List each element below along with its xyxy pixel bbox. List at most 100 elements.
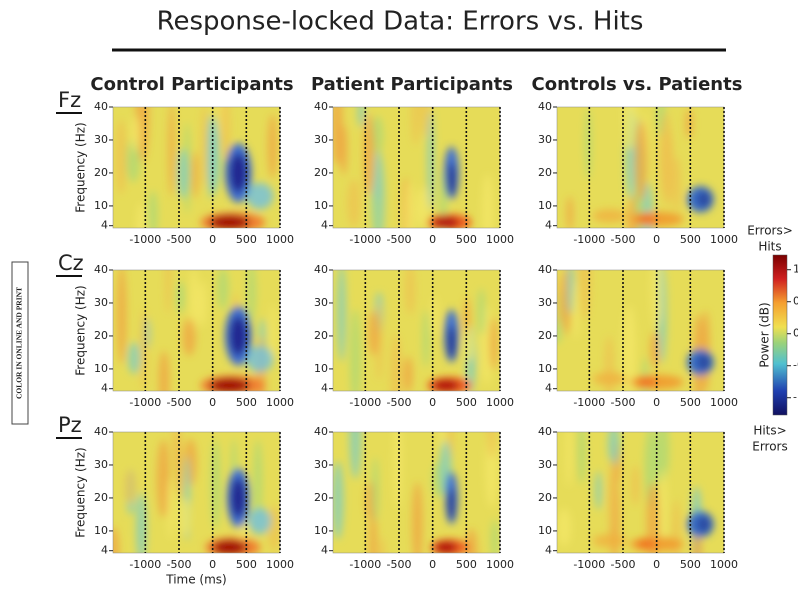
texture-stripe (127, 342, 141, 375)
texture-stripe (189, 270, 199, 334)
texture-stripe (357, 107, 365, 128)
colorbar-tick-label: -0.5 (793, 359, 798, 372)
heatmap (333, 270, 500, 391)
heatmap (113, 432, 280, 553)
texture-stripe (566, 196, 574, 228)
x-tick-label: 1000 (710, 558, 738, 571)
y-tick-label: 4 (101, 219, 108, 232)
y-tick-label: 10 (94, 362, 108, 375)
column-title: Control Participants (90, 74, 293, 95)
texture-stripe (113, 526, 120, 553)
texture-stripe (421, 107, 430, 138)
x-tick-label: -500 (611, 233, 636, 246)
y-tick-label: 4 (321, 382, 328, 395)
texture-stripe (182, 318, 196, 356)
texture-stripe (659, 111, 672, 197)
texture-stripe (595, 471, 602, 510)
y-tick-label: 4 (545, 544, 552, 557)
x-tick-label: -1000 (129, 396, 161, 409)
heatmap-blob (230, 478, 246, 518)
texture-stripe (403, 181, 415, 228)
x-tick-label: 1000 (486, 396, 514, 409)
y-tick-label: 20 (538, 166, 552, 179)
y-tick-label: 40 (538, 100, 552, 113)
heatmap-blob (212, 540, 247, 553)
row-label: Pz (58, 413, 82, 437)
texture-stripe (347, 178, 361, 228)
x-tick-label: 1000 (266, 233, 294, 246)
x-tick-label: -500 (387, 396, 412, 409)
y-tick-label: 10 (538, 524, 552, 537)
y-tick-label: 20 (538, 491, 552, 504)
y-tick-label: 10 (538, 362, 552, 375)
x-tick-label: -500 (167, 558, 192, 571)
heatmap-blob (209, 215, 250, 228)
texture-stripe (622, 305, 637, 391)
colorbar-top-label: Hits (758, 240, 781, 254)
heatmap-blob (592, 372, 627, 386)
x-tick-label: 0 (653, 396, 660, 409)
heatmap-blob (246, 345, 274, 373)
y-tick-label: 30 (94, 133, 108, 146)
x-tick-label: -1000 (349, 558, 381, 571)
x-tick-label: 500 (236, 558, 257, 571)
heatmap-blob (209, 378, 250, 391)
y-tick-label: 4 (101, 382, 108, 395)
y-tick-label: 20 (94, 329, 108, 342)
texture-stripe (270, 303, 277, 361)
x-tick-label: 0 (209, 558, 216, 571)
texture-stripe (115, 119, 127, 195)
texture-stripe (176, 280, 186, 314)
colorbar (772, 254, 788, 416)
side-note-box (11, 261, 29, 425)
texture-stripe (147, 190, 158, 228)
row-label: Cz (58, 251, 84, 275)
y-tick-label: 40 (94, 100, 108, 113)
texture-stripe (253, 439, 263, 525)
figure-title: Response-locked Data: Errors vs. Hits (157, 7, 644, 37)
heatmap (113, 107, 280, 228)
row-label: Fz (58, 88, 81, 112)
y-tick-label: 30 (314, 133, 328, 146)
heatmap (333, 432, 500, 553)
texture-stripe (487, 432, 496, 459)
x-tick-label: 0 (429, 396, 436, 409)
texture-stripe (371, 457, 379, 522)
texture-stripe (604, 335, 615, 391)
x-tick-label: -500 (611, 558, 636, 571)
texture-stripe (403, 356, 413, 391)
y-axis-label: Frequency (Hz) (74, 447, 88, 538)
texture-stripe (158, 350, 170, 391)
x-tick-label: 0 (653, 233, 660, 246)
y-tick-label: 30 (314, 296, 328, 309)
x-tick-label: -500 (387, 558, 412, 571)
texture-stripe (164, 270, 172, 315)
x-tick-label: 1000 (710, 233, 738, 246)
y-tick-label: 4 (101, 544, 108, 557)
x-tick-label: 500 (236, 396, 257, 409)
x-tick-label: 1000 (486, 558, 514, 571)
x-tick-label: 0 (209, 233, 216, 246)
texture-stripe (557, 273, 563, 327)
x-tick-label: -500 (167, 396, 192, 409)
y-tick-label: 30 (538, 296, 552, 309)
colorbar-tick-label: 0 (793, 327, 798, 340)
texture-stripe (623, 107, 638, 151)
y-tick-label: 40 (314, 100, 328, 113)
x-tick-label: -1000 (129, 558, 161, 571)
texture-stripe (339, 124, 348, 176)
texture-stripe (577, 432, 586, 485)
texture-stripe (405, 270, 416, 315)
colorbar-tick-label: 0.5 (793, 295, 798, 308)
y-tick-label: 40 (314, 263, 328, 276)
heatmap (557, 270, 724, 391)
texture-stripe (567, 270, 575, 314)
x-tick-label: 500 (680, 558, 701, 571)
texture-stripe (207, 117, 220, 194)
column-title: Controls vs. Patients (532, 74, 743, 95)
x-tick-label: -500 (611, 396, 636, 409)
x-tick-label: 0 (429, 233, 436, 246)
x-tick-label: -1000 (573, 558, 605, 571)
texture-stripe (130, 115, 141, 153)
column-title: Patient Participants (311, 74, 513, 95)
